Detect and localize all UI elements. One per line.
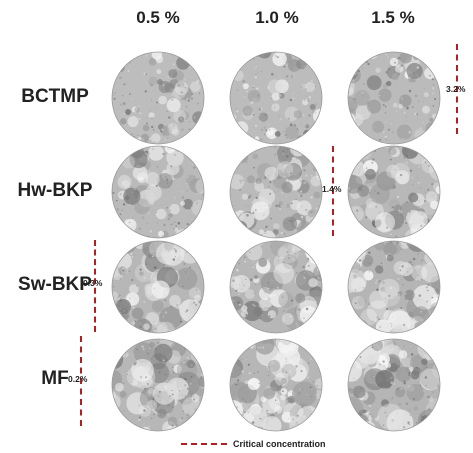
sample-texture [229, 51, 323, 145]
row-heading-bctmp: BCTMP [21, 86, 89, 107]
sample-hw-bkp-1-0 [229, 145, 323, 239]
sample-texture [229, 145, 323, 239]
sample-mf-1-5 [347, 338, 441, 432]
column-heading-0-5-percent: 0.5 % [136, 8, 180, 27]
legend-dashed-line [181, 443, 227, 445]
sample-texture [347, 338, 441, 432]
sample-texture [111, 51, 205, 145]
sample-sw-bkp-0-5 [111, 240, 205, 334]
critical-line-bctmp [456, 44, 458, 134]
sample-texture [347, 145, 441, 239]
sample-texture [111, 145, 205, 239]
sample-sw-bkp-1-0 [229, 240, 323, 334]
critical-line-hw-bkp [332, 146, 334, 236]
row-heading-hw-bkp: Hw-BKP [17, 180, 93, 201]
sample-sw-bkp-1-5 [347, 240, 441, 334]
critical-value-hw-bkp: 1.4% [322, 184, 342, 194]
sample-bctmp-0-5 [111, 51, 205, 145]
sample-hw-bkp-0-5 [111, 145, 205, 239]
row-heading-sw-bkp: Sw-BKP [18, 274, 92, 295]
legend: Critical concentration [181, 438, 326, 450]
column-heading-1-5-percent: 1.5 % [371, 8, 415, 27]
sample-texture [111, 338, 205, 432]
row-heading-mf: MF [41, 368, 69, 389]
sample-texture [347, 51, 441, 145]
critical-line-sw-bkp [94, 240, 96, 332]
sample-texture [229, 240, 323, 334]
critical-line-mf [80, 336, 82, 426]
sample-texture [229, 338, 323, 432]
sample-mf-1-0 [229, 338, 323, 432]
column-heading-1-0-percent: 1.0 % [255, 8, 299, 27]
sample-texture [347, 240, 441, 334]
sample-mf-0-5 [111, 338, 205, 432]
critical-value-sw-bkp: 0.3% [83, 278, 103, 288]
sample-bctmp-1-0 [229, 51, 323, 145]
critical-value-bctmp: 3.2% [446, 84, 466, 94]
critical-value-mf: 0.2% [68, 374, 88, 384]
legend-label: Critical concentration [233, 439, 326, 449]
sample-bctmp-1-5 [347, 51, 441, 145]
sample-hw-bkp-1-5 [347, 145, 441, 239]
sample-texture [111, 240, 205, 334]
